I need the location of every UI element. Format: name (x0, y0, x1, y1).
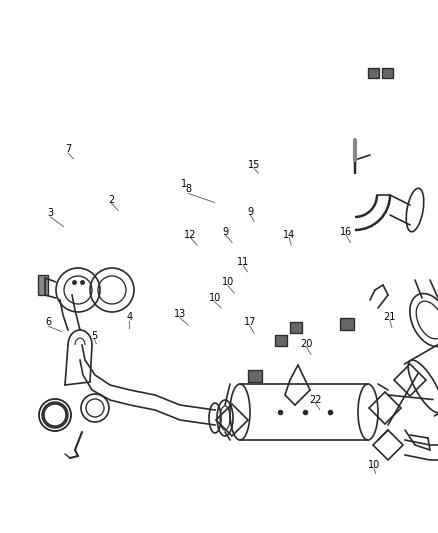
Text: 5: 5 (91, 331, 97, 341)
Text: 3: 3 (47, 208, 53, 218)
Bar (368, 68, 379, 78)
Text: 1: 1 (181, 179, 187, 189)
Bar (290, 322, 302, 333)
Text: 7: 7 (65, 144, 71, 154)
Text: 11: 11 (237, 257, 249, 267)
Text: 9: 9 (247, 207, 254, 217)
Text: 10: 10 (208, 294, 221, 303)
Text: 10: 10 (367, 460, 380, 470)
Text: 4: 4 (126, 312, 132, 322)
Text: 9: 9 (223, 227, 229, 237)
Bar (340, 318, 354, 330)
Text: 21: 21 (384, 312, 396, 322)
Bar (275, 335, 287, 346)
Bar (38, 275, 48, 295)
Text: 6: 6 (45, 318, 51, 327)
Text: 22: 22 (309, 395, 321, 405)
Text: 10: 10 (222, 278, 234, 287)
Text: 17: 17 (244, 318, 256, 327)
Text: 15: 15 (248, 160, 260, 170)
Text: 16: 16 (340, 227, 352, 237)
Bar (382, 68, 393, 78)
Text: 2: 2 (109, 195, 115, 205)
Text: 12: 12 (184, 230, 197, 239)
Text: 8: 8 (185, 184, 191, 194)
Text: 14: 14 (283, 230, 295, 239)
Text: 13: 13 (173, 310, 186, 319)
Text: 20: 20 (300, 339, 313, 349)
Bar (248, 370, 262, 382)
